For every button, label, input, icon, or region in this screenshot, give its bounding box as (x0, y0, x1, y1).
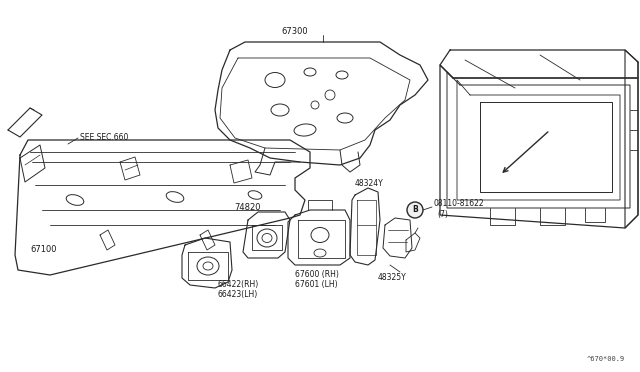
Text: 67300: 67300 (282, 28, 308, 36)
Text: B: B (412, 205, 418, 215)
Text: ^670*00.9: ^670*00.9 (587, 356, 625, 362)
Text: SEE SEC.660: SEE SEC.660 (80, 132, 129, 141)
Text: 48325Y: 48325Y (378, 273, 407, 282)
Text: 67600 (RH): 67600 (RH) (295, 270, 339, 279)
Text: 66423(LH): 66423(LH) (218, 291, 259, 299)
Text: 67601 (LH): 67601 (LH) (295, 280, 338, 289)
Text: 66422(RH): 66422(RH) (218, 280, 259, 289)
Text: 08110-81622: 08110-81622 (433, 199, 484, 208)
Text: 67100: 67100 (30, 246, 56, 254)
Text: 74820: 74820 (235, 203, 261, 212)
Text: (7): (7) (437, 211, 448, 219)
Text: 48324Y: 48324Y (355, 179, 384, 187)
Circle shape (407, 202, 423, 218)
